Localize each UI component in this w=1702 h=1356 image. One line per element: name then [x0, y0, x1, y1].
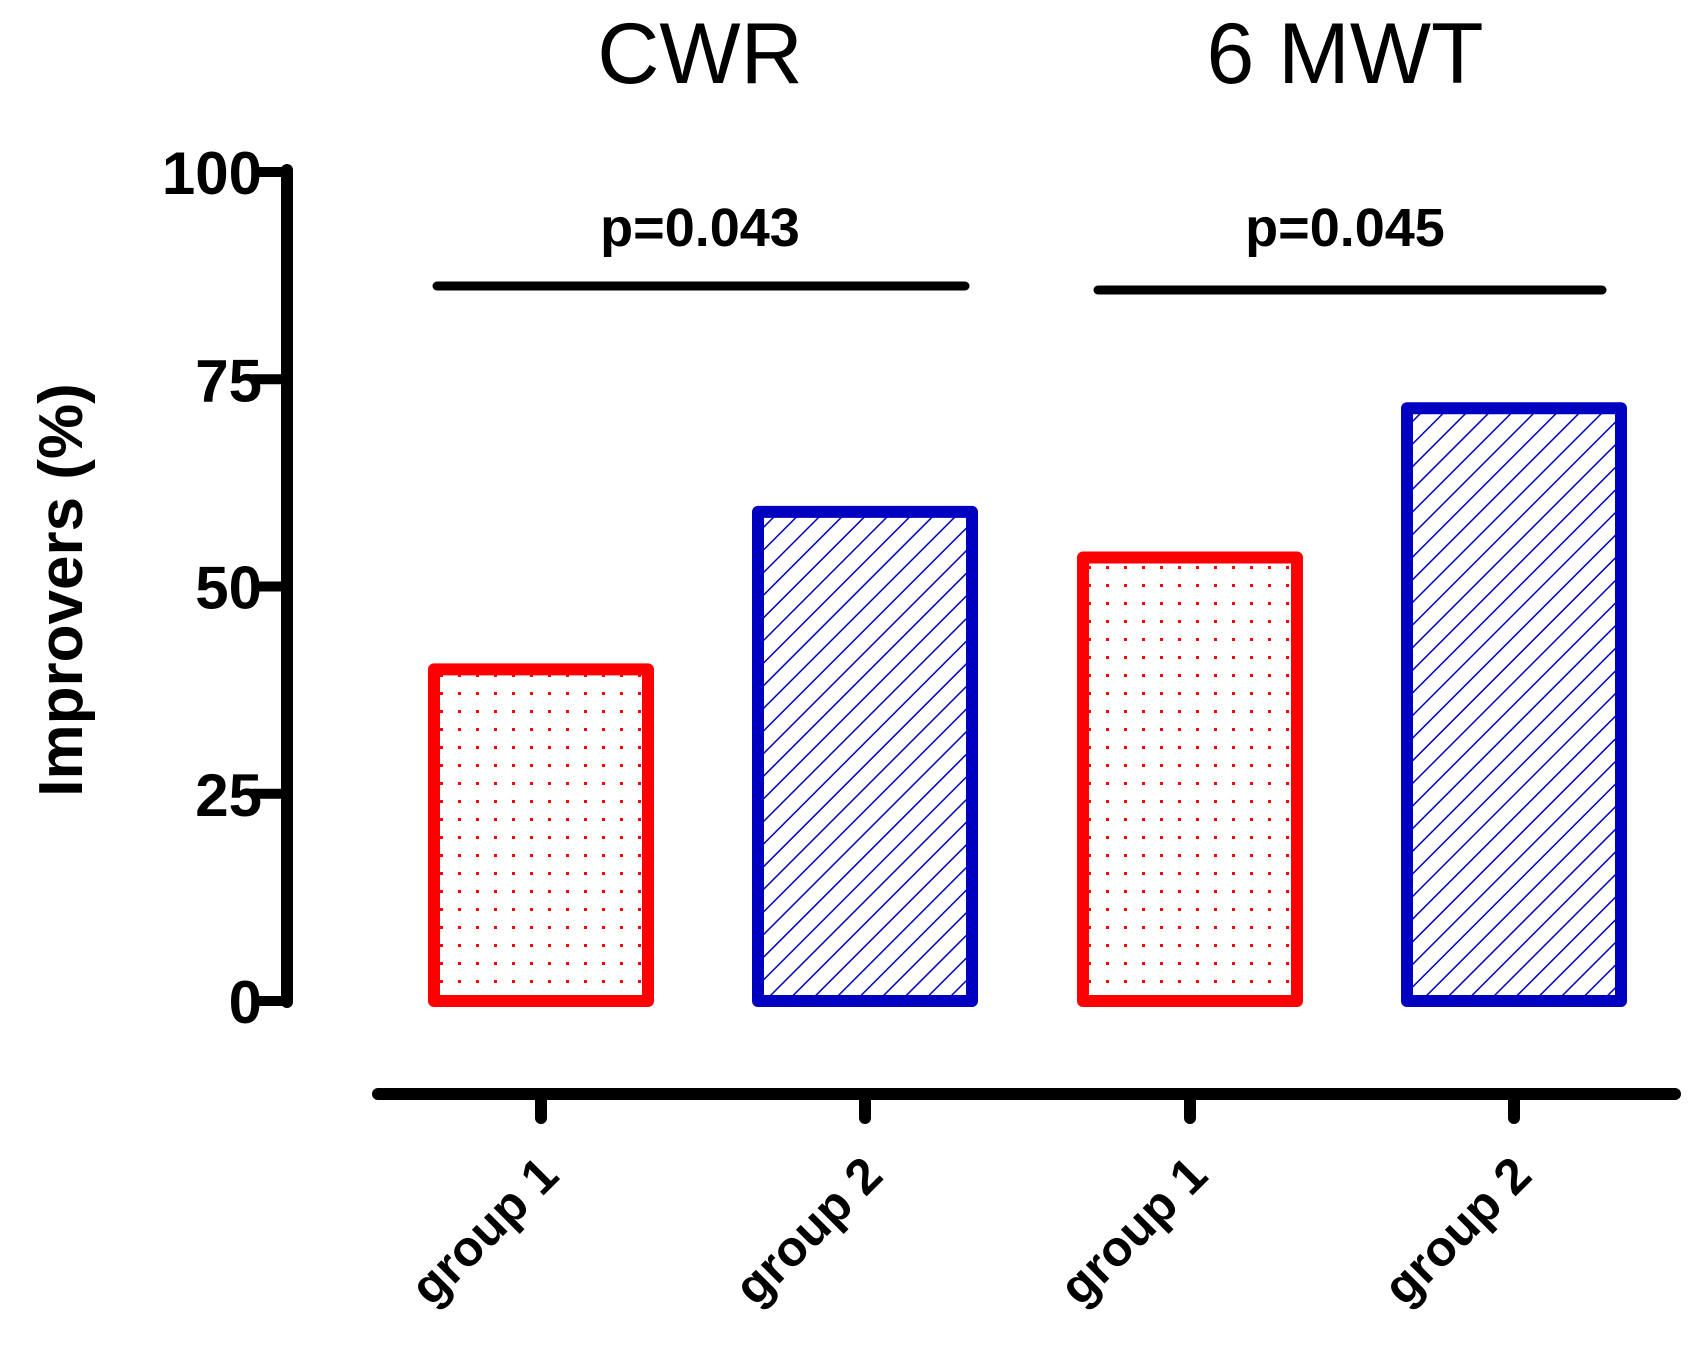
x-axis-ticks — [535, 1088, 1520, 1124]
x-label-cwr-group-2: group 2 — [724, 1146, 893, 1315]
bar-6mwt-group-2 — [1401, 402, 1627, 1007]
panel-title-cwr: CWR — [597, 6, 802, 102]
p-value-6mwt: p=0.045 — [1245, 198, 1445, 258]
x-label-6mwt-group-2: group 2 — [1373, 1146, 1542, 1315]
y-axis-label: Improvers (%) — [27, 383, 96, 796]
y-tick-label-0: 0 — [229, 969, 262, 1036]
y-tick-label-75: 75 — [195, 347, 262, 414]
x-label-cwr-group-1: group 1 — [400, 1146, 569, 1315]
category-labels: group 1 group 2 group 1 group 2 — [400, 1146, 1542, 1315]
bar-cwr-group-1 — [428, 663, 654, 1008]
p-value-cwr: p=0.043 — [600, 198, 800, 258]
y-axis-ticks: 0 25 50 75 100 — [162, 140, 287, 1036]
panel-title-6mwt: 6 MWT — [1206, 6, 1483, 102]
y-tick-label-100: 100 — [162, 140, 262, 207]
bar-cwr-group-2 — [752, 505, 978, 1007]
y-tick-label-25: 25 — [195, 762, 262, 829]
bar-6mwt-group-1 — [1077, 551, 1303, 1007]
x-label-6mwt-group-1: group 1 — [1049, 1146, 1218, 1315]
bars-group — [428, 402, 1627, 1008]
significance-annotations: p=0.043 p=0.045 — [432, 198, 1607, 295]
y-tick-label-50: 50 — [195, 555, 262, 622]
